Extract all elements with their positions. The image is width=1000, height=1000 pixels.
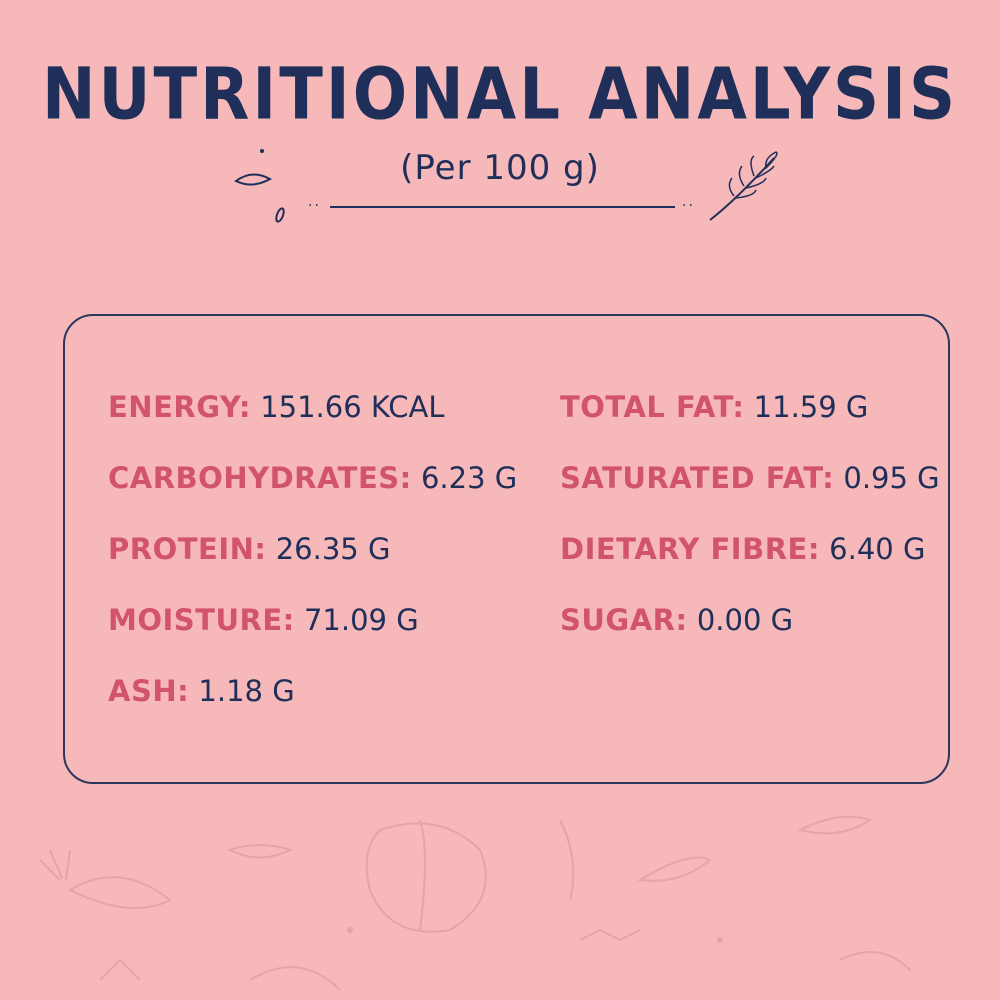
nutrient-value: 0.95 G [843, 461, 940, 495]
nutrient-row-protein: PROTEIN: 26.35 G [108, 531, 390, 567]
leaf-icon [234, 149, 285, 223]
nutrient-row-carbohydrates: CARBOHYDRATES: 6.23 G [108, 460, 517, 496]
page-subtitle: (Per 100 g) [400, 148, 600, 188]
nutrient-row-moisture: MOISTURE: 71.09 G [108, 602, 419, 638]
nutrient-value: 1.18 G [198, 674, 295, 708]
nutrient-row-ash: ASH: 1.18 G [108, 673, 295, 709]
nutrient-label: MOISTURE: [108, 603, 295, 637]
nutrient-row-sugar: SUGAR: 0.00 G [560, 602, 793, 638]
nutrient-label: CARBOHYDRATES: [108, 461, 412, 495]
nutrient-label: TOTAL FAT: [560, 390, 745, 424]
nutrient-value: 11.59 G [753, 390, 869, 424]
nutrient-row-saturated-fat: SATURATED FAT: 0.95 G [560, 460, 940, 496]
nutrient-label: PROTEIN: [108, 532, 267, 566]
vegetable-doodle-icon [39, 815, 911, 991]
title-divider [330, 206, 675, 208]
nutrient-label: ENERGY: [108, 390, 251, 424]
nutrient-value: 6.40 G [829, 532, 926, 566]
nutrient-label: SUGAR: [560, 603, 688, 637]
divider-dots-left: ·· [308, 198, 321, 214]
nutrient-label: ASH: [108, 674, 190, 708]
nutrient-row-dietary-fibre: DIETARY FIBRE: 6.40 G [560, 531, 925, 567]
nutrient-row-energy: ENERGY: 151.66 KCAL [108, 389, 445, 425]
nutrient-label: SATURATED FAT: [560, 461, 835, 495]
divider-dots-right: ·· [682, 198, 695, 214]
nutrient-value: 151.66 KCAL [260, 390, 445, 424]
nutrient-value: 26.35 G [275, 532, 391, 566]
herb-sprig-icon [709, 151, 778, 221]
nutrition-panel [63, 314, 950, 784]
nutrient-value: 6.23 G [420, 461, 518, 495]
nutrient-value: 71.09 G [303, 603, 419, 637]
nutrient-label: DIETARY FIBRE: [560, 532, 820, 566]
nutrient-row-total-fat: TOTAL FAT: 11.59 G [560, 389, 868, 425]
nutrient-value: 0.00 G [696, 603, 794, 637]
page-title: NUTRITIONAL ANALYSIS [41, 53, 959, 137]
